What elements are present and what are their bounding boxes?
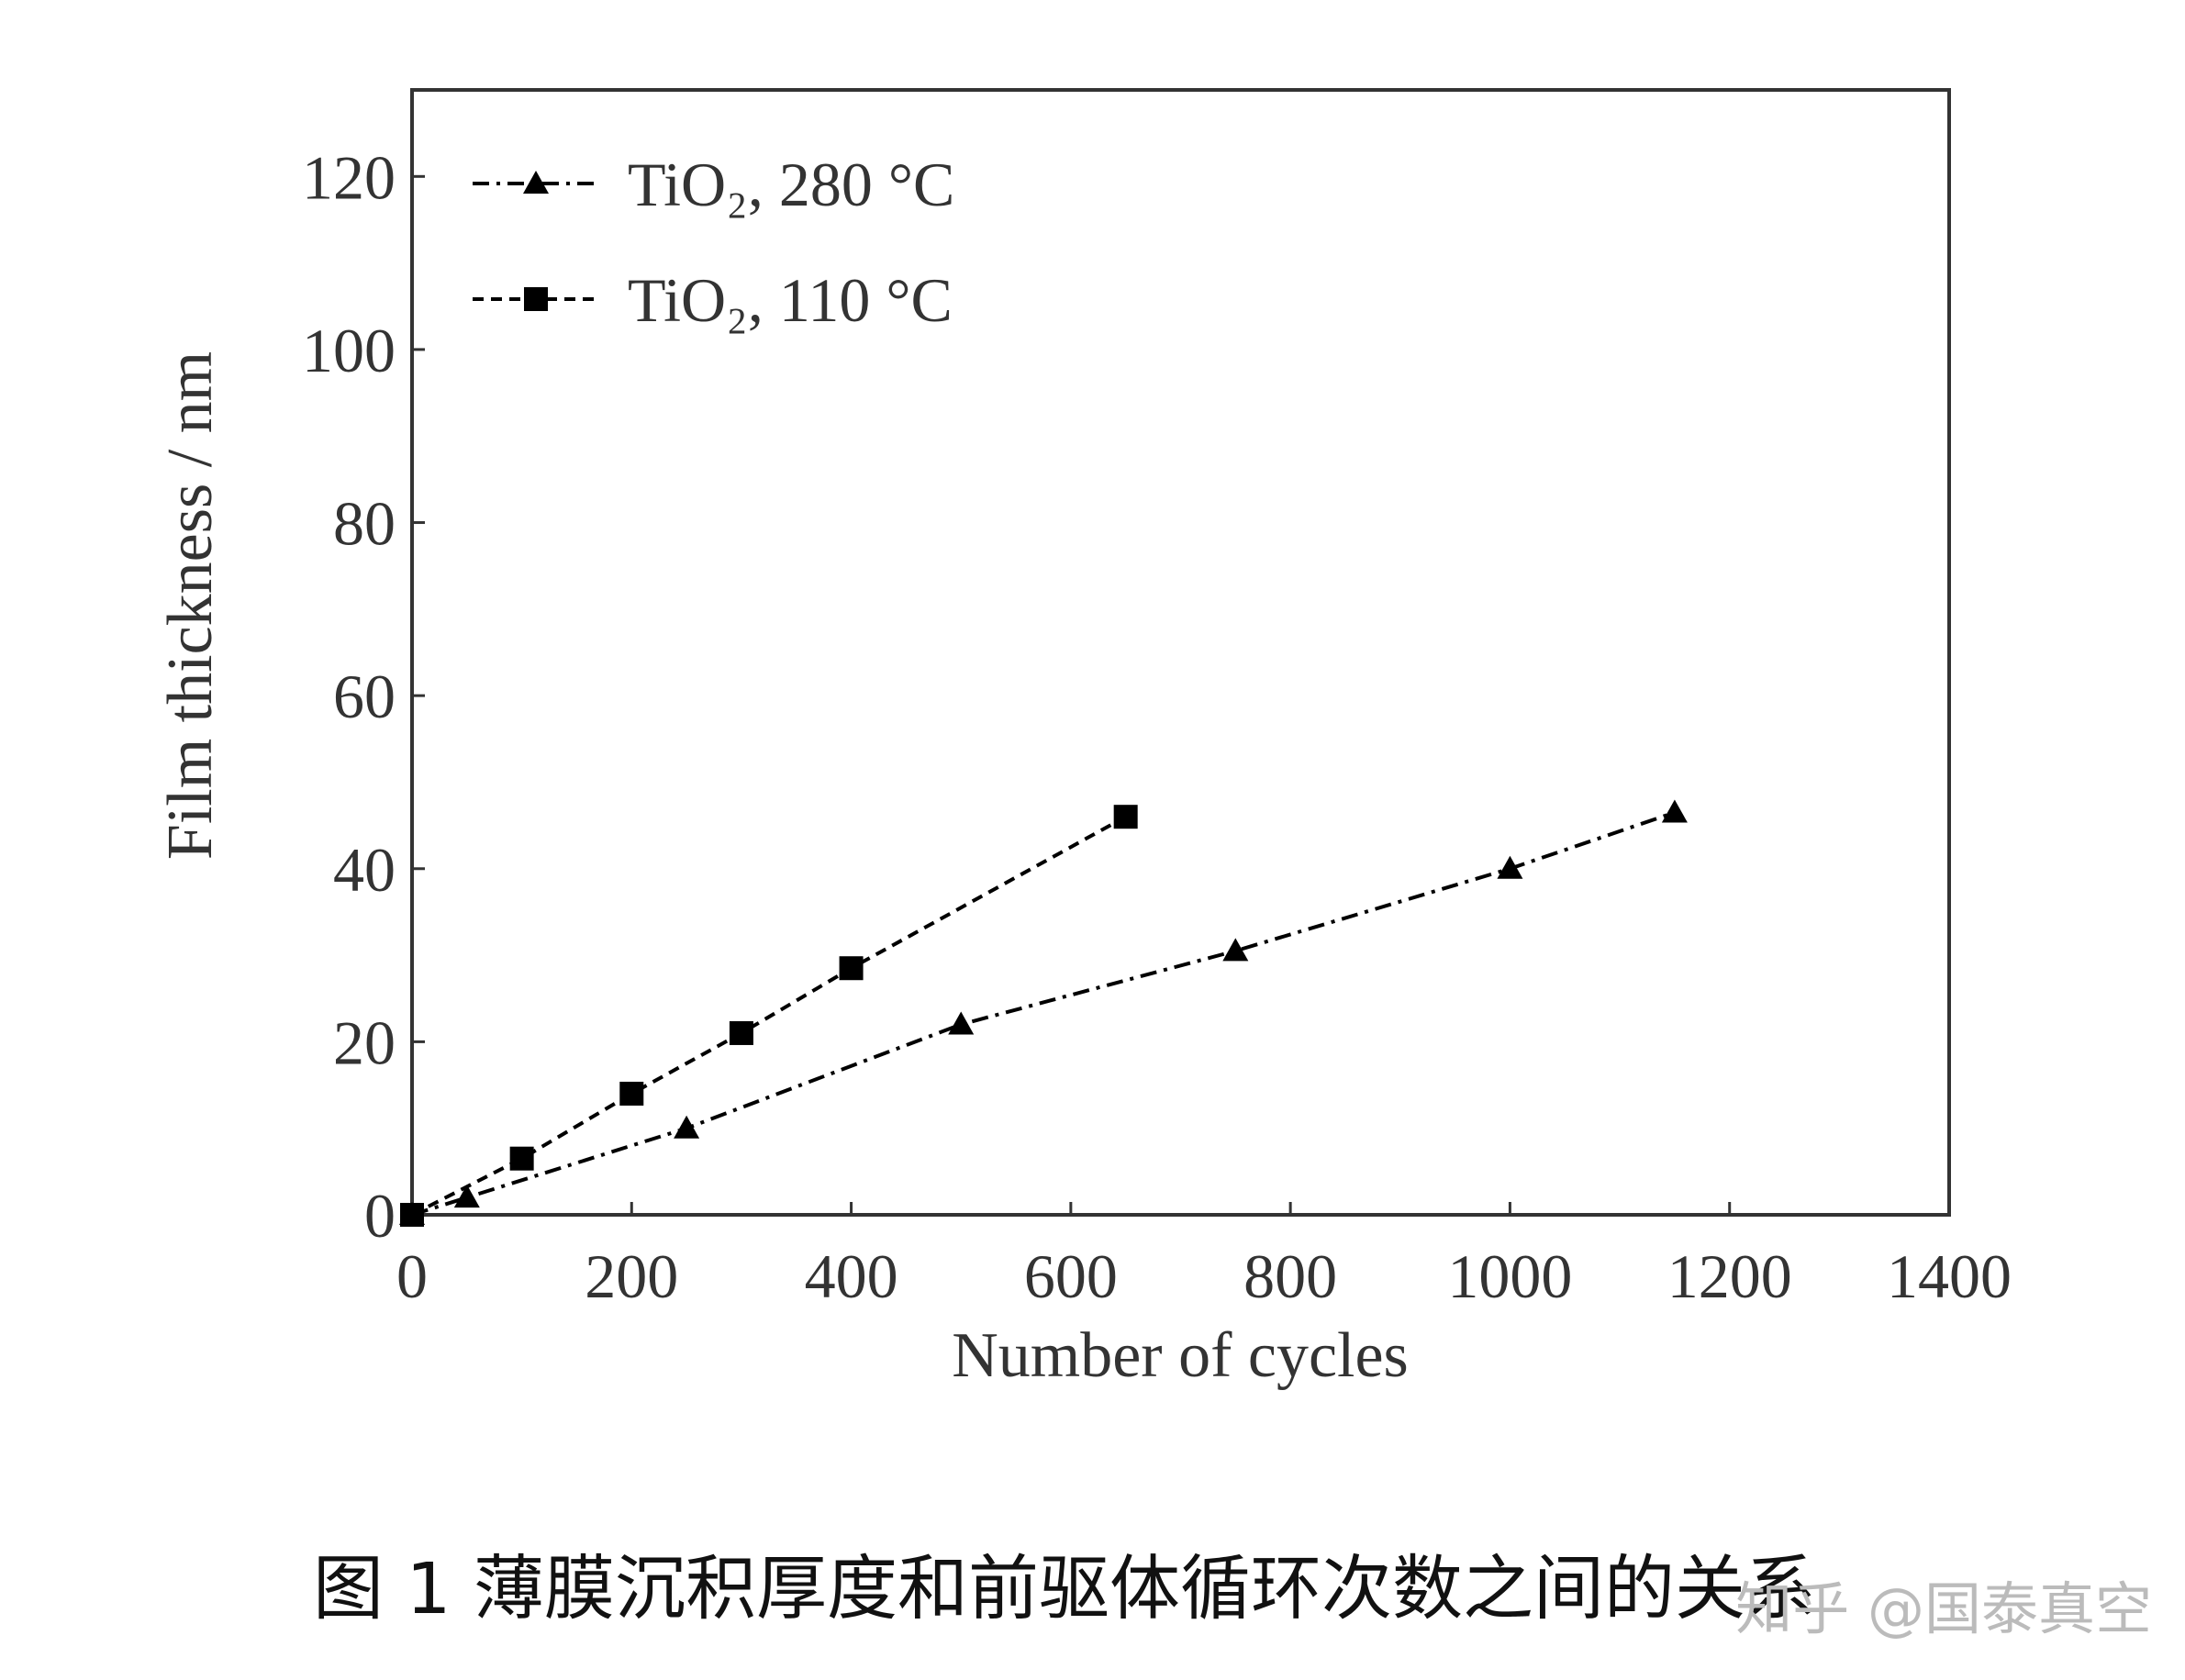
watermark: 知乎 @国泰真空 (1735, 1575, 2152, 1642)
y-tick-label: 100 (302, 316, 396, 385)
marker-square (729, 1020, 753, 1045)
marker-square (509, 1146, 534, 1171)
marker-square (1113, 805, 1138, 829)
x-tick-label: 0 (396, 1241, 428, 1311)
legend-label: TiO₂, 280 °C (628, 150, 954, 219)
series-line (411, 810, 1676, 1217)
x-tick-label: 800 (1243, 1241, 1337, 1311)
caption: 图 1 薄膜沉积厚度和前驱体循环次数之间的关系 (313, 1549, 1816, 1630)
y-axis-title: Film thickness / nm (155, 351, 226, 860)
y-tick-label: 20 (333, 1007, 396, 1077)
marker-triangle (1497, 855, 1523, 879)
y-tick-label: 60 (333, 662, 396, 731)
y-tick-label: 40 (333, 835, 396, 905)
x-tick-label: 600 (1024, 1241, 1118, 1311)
series-line (411, 815, 1127, 1217)
x-tick-label: 1400 (1887, 1241, 2012, 1311)
marker-square (524, 287, 548, 311)
marker-triangle (948, 1011, 975, 1035)
legend-label: TiO₂, 110 °C (628, 265, 953, 335)
marker-square (839, 956, 864, 981)
x-tick-label: 1000 (1447, 1241, 1572, 1311)
x-axis-title: Number of cycles (952, 1320, 1409, 1391)
y-tick-label: 80 (333, 489, 396, 559)
marker-triangle (1661, 799, 1688, 823)
x-tick-label: 200 (585, 1241, 678, 1311)
marker-square (400, 1203, 424, 1227)
y-tick-label: 0 (364, 1181, 396, 1251)
x-tick-label: 400 (805, 1241, 898, 1311)
x-tick-label: 1200 (1667, 1241, 1792, 1311)
marker-triangle (523, 171, 549, 194)
y-tick-label: 120 (302, 142, 396, 212)
plot-frame (410, 88, 1951, 1217)
marker-triangle (674, 1115, 700, 1139)
marker-square (619, 1081, 644, 1106)
marker-triangle (453, 1185, 480, 1208)
marker-triangle (1222, 938, 1249, 962)
